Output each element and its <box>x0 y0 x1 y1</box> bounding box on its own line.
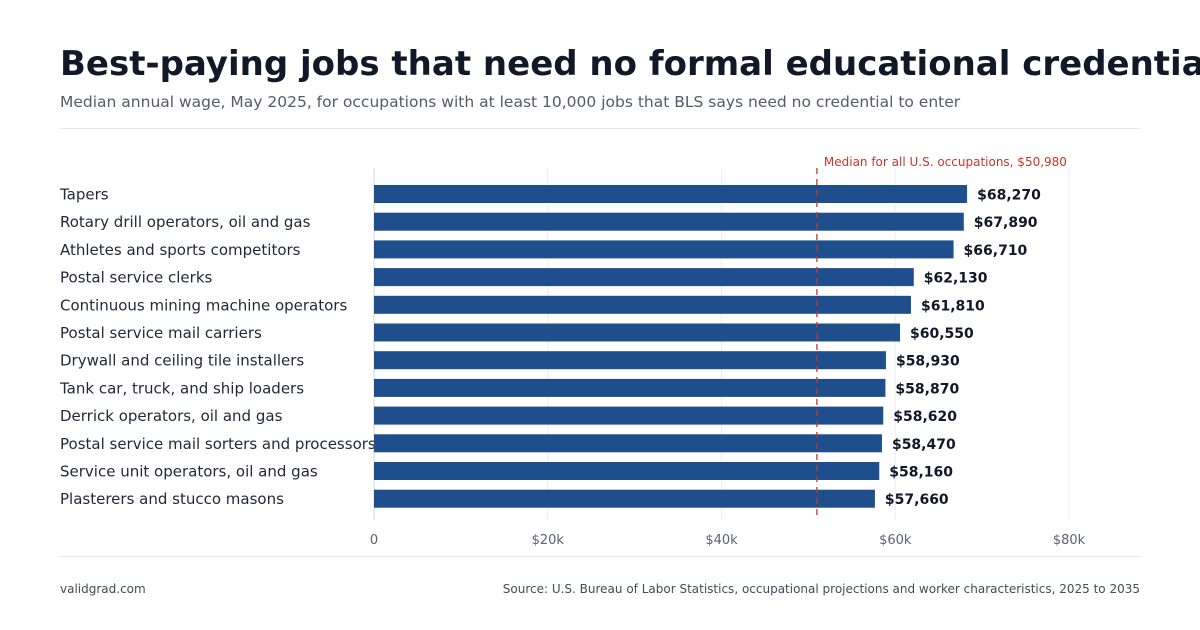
value-label: $62,130 <box>924 271 988 287</box>
bar <box>374 378 886 397</box>
category-label: Continuous mining machine operators <box>60 296 347 314</box>
category-label: Service unit operators, oil and gas <box>60 463 318 481</box>
chart-subtitle: Median annual wage, May 2025, for occupa… <box>60 93 961 111</box>
category-label: Drywall and ceiling tile installers <box>60 352 304 370</box>
bar <box>374 240 954 259</box>
category-label: Rotary drill operators, oil and gas <box>60 213 311 231</box>
value-label: $58,160 <box>889 465 953 481</box>
value-label: $58,930 <box>896 354 960 370</box>
bar <box>374 434 882 453</box>
bar-chart: 0 $20k $40k $60k $80k Tapers $68,270 Rotary dri… <box>59 155 1086 548</box>
bar <box>374 295 911 314</box>
bar <box>374 268 914 287</box>
category-label: Postal service mail carriers <box>60 324 262 342</box>
bar <box>374 212 964 231</box>
value-label: $68,270 <box>977 188 1041 204</box>
source-note: Source: U.S. Bureau of Labor Statistics,… <box>502 582 1140 596</box>
category-label: Plasterers and stucco masons <box>60 490 284 508</box>
x-tick-label: $20k <box>532 533 565 548</box>
bar <box>374 406 884 425</box>
x-tick-label: $80k <box>1053 533 1086 548</box>
footer-divider <box>60 556 1140 557</box>
bar <box>374 185 968 203</box>
value-label: $58,870 <box>895 381 959 397</box>
category-label: Tapers <box>59 186 109 204</box>
category-label: Derrick operators, oil and gas <box>60 407 283 425</box>
bar <box>374 323 901 342</box>
chart-title: Best-paying jobs that need no formal edu… <box>60 44 1200 84</box>
bar <box>374 462 880 480</box>
x-tick-label: 0 <box>370 533 378 548</box>
value-label: $58,470 <box>892 437 956 453</box>
value-label: $67,890 <box>974 215 1038 231</box>
site-name: validgrad.com <box>60 582 146 596</box>
category-label: Postal service mail sorters and processo… <box>60 435 376 453</box>
value-label: $66,710 <box>964 243 1028 259</box>
bar <box>374 351 886 370</box>
header-divider <box>60 128 1140 129</box>
category-label: Athletes and sports competitors <box>60 241 301 259</box>
x-tick-label: $40k <box>705 533 738 548</box>
x-tick-label: $60k <box>879 533 912 548</box>
category-label: Tank car, truck, and ship loaders <box>59 379 304 397</box>
bar <box>374 489 875 508</box>
category-label: Postal service clerks <box>60 269 213 287</box>
value-label: $61,810 <box>921 298 985 314</box>
median-reference-label: Median for all U.S. occupations, $50,980 <box>824 155 1067 169</box>
value-label: $58,620 <box>893 409 957 425</box>
value-label: $57,660 <box>885 492 949 508</box>
value-label: $60,550 <box>910 326 974 342</box>
